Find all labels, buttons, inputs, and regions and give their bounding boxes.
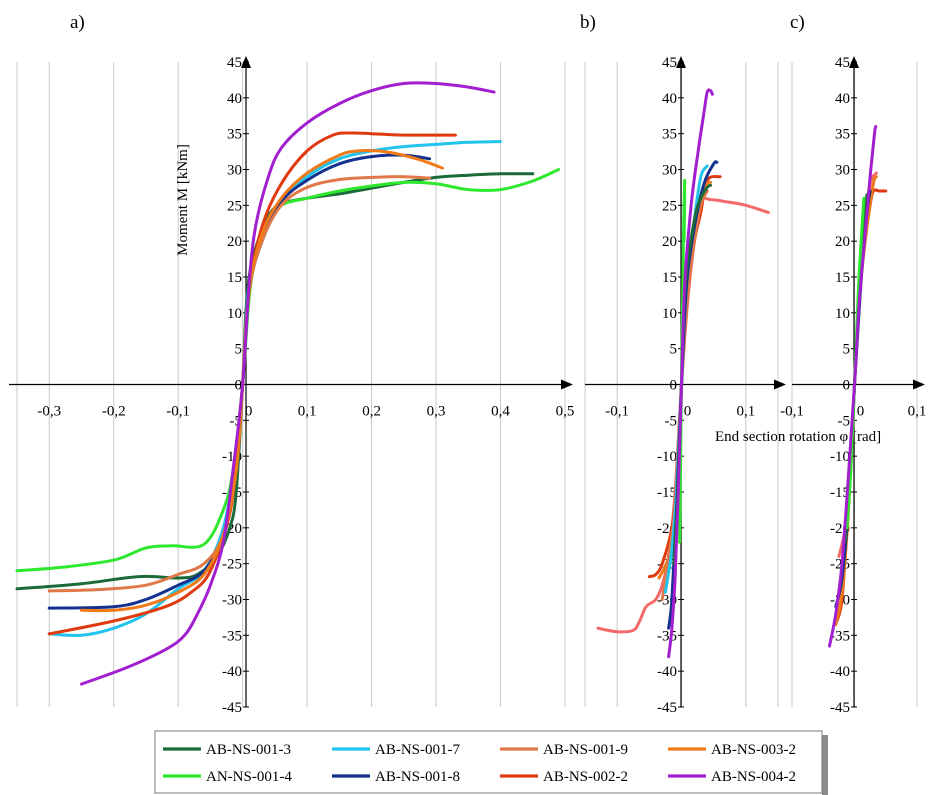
legend-label: AB-NS-001-8 (375, 769, 460, 785)
y-tick-label: 15 (835, 270, 850, 286)
y-tick-label: 35 (835, 127, 850, 143)
y-tick-label: 35 (662, 127, 677, 143)
legend: AB-NS-001-3 AB-NS-001-7 AB-NS-001-9 AB-NS-0… (154, 730, 828, 795)
y-tick-label: -35 (657, 628, 677, 644)
x-tick-label: 0,1 (736, 404, 755, 420)
x-axis-arrow-icon (913, 379, 925, 390)
y-tick-label: 5 (670, 342, 678, 358)
legend-label: AN-NS-001-4 (206, 769, 292, 785)
y-tick-label: 45 (662, 55, 677, 71)
legend-shadow (822, 735, 828, 795)
y-tick-label: 25 (835, 198, 850, 214)
series-line-8 (667, 88, 714, 659)
y-tick-label: -40 (222, 664, 242, 680)
y-tick-label: 40 (835, 91, 850, 107)
y-tick-label: -5 (838, 413, 851, 429)
y-tick-label: -10 (657, 449, 677, 465)
y-tick-label: -25 (222, 557, 242, 573)
legend-label: AB-NS-002-2 (543, 769, 628, 785)
x-tick-label: 0,3 (427, 404, 446, 420)
y-tick-label: 45 (227, 55, 242, 71)
y-tick-label: 30 (227, 163, 242, 179)
y-tick-label: -45 (830, 700, 850, 716)
panel-1: -45-40-35-30-25-20-15-10-505101520253035… (580, 12, 786, 716)
y-tick-label: 15 (662, 270, 677, 286)
y-tick-label: -15 (657, 485, 677, 501)
x-tick-label: 0,2 (362, 404, 381, 420)
x-tick-label: -0,2 (102, 404, 126, 420)
x-tick-label: 0 (684, 404, 692, 420)
y-tick-label: -15 (830, 485, 850, 501)
x-tick-label: 0,5 (556, 404, 575, 420)
x-tick-label: 0 (245, 404, 253, 420)
x-axis-arrow-icon (561, 379, 573, 390)
y-tick-label: -40 (657, 664, 677, 680)
y-tick-label: 40 (227, 91, 242, 107)
y-tick-label: 30 (835, 163, 850, 179)
y-tick-label: 0 (235, 378, 243, 394)
x-axis-arrow-icon (774, 379, 786, 390)
y-tick-label: -35 (830, 628, 850, 644)
panel-0: -45-40-35-30-25-20-15-10-505101520253035… (9, 12, 574, 716)
y-tick-label: 35 (227, 127, 242, 143)
y-axis-label: Moment M [kNm] (175, 144, 191, 256)
y-tick-label: 25 (227, 198, 242, 214)
y-tick-label: 15 (227, 270, 242, 286)
legend-box (154, 730, 823, 794)
y-tick-label: 20 (835, 234, 850, 250)
x-tick-label: -0,1 (780, 404, 804, 420)
legend-label: AB-NS-003-2 (711, 742, 796, 758)
legend-label: AB-NS-001-3 (206, 742, 291, 758)
y-tick-label: 0 (670, 378, 678, 394)
y-tick-label: -35 (222, 628, 242, 644)
x-tick-label: 0,4 (491, 404, 510, 420)
y-tick-label: -5 (665, 413, 678, 429)
y-tick-label: -45 (222, 700, 242, 716)
y-tick-label: 20 (227, 234, 242, 250)
y-tick-label: 5 (843, 342, 851, 358)
y-tick-label: 10 (835, 306, 850, 322)
y-tick-label: 10 (227, 306, 242, 322)
panel-label: b) (580, 12, 596, 33)
x-tick-label: 0 (857, 404, 865, 420)
panel-label: a) (70, 12, 85, 33)
x-tick-label: -0,1 (605, 404, 629, 420)
x-tick-label: -0,3 (37, 404, 61, 420)
y-tick-label: 25 (662, 198, 677, 214)
x-tick-label: 0,1 (908, 404, 927, 420)
series-line-ab-ns-001-3 (15, 172, 535, 591)
x-tick-label: -0,1 (166, 404, 190, 420)
y-tick-label: -40 (830, 664, 850, 680)
x-axis-label: End section rotation φ [rad] (715, 429, 881, 445)
y-tick-label: 20 (662, 234, 677, 250)
legend-label: AB-NS-001-9 (543, 742, 628, 758)
y-tick-label: 0 (843, 378, 851, 394)
x-tick-label: 0,1 (298, 404, 317, 420)
y-tick-label: -45 (657, 700, 677, 716)
series-line-ab-ns-004-2 (80, 81, 496, 686)
series-line-ab-ns-003-2 (80, 149, 444, 613)
series-line-ab-ns-002-2 (47, 131, 457, 636)
legend-label: AB-NS-004-2 (711, 769, 796, 785)
series-line-an-ns-001-4 (15, 168, 561, 573)
series-line-6 (828, 125, 878, 648)
y-tick-label: 30 (662, 163, 677, 179)
panel-label: c) (790, 12, 805, 33)
y-tick-label: 10 (662, 306, 677, 322)
panel-2: -45-40-35-30-25-20-15-10-505101520253035… (715, 12, 926, 716)
y-tick-label: 45 (835, 55, 850, 71)
y-tick-label: 40 (662, 91, 677, 107)
y-tick-label: -30 (222, 593, 242, 609)
legend-label: AB-NS-001-7 (375, 742, 460, 758)
y-tick-label: 5 (235, 342, 243, 358)
y-tick-label: -10 (830, 449, 850, 465)
